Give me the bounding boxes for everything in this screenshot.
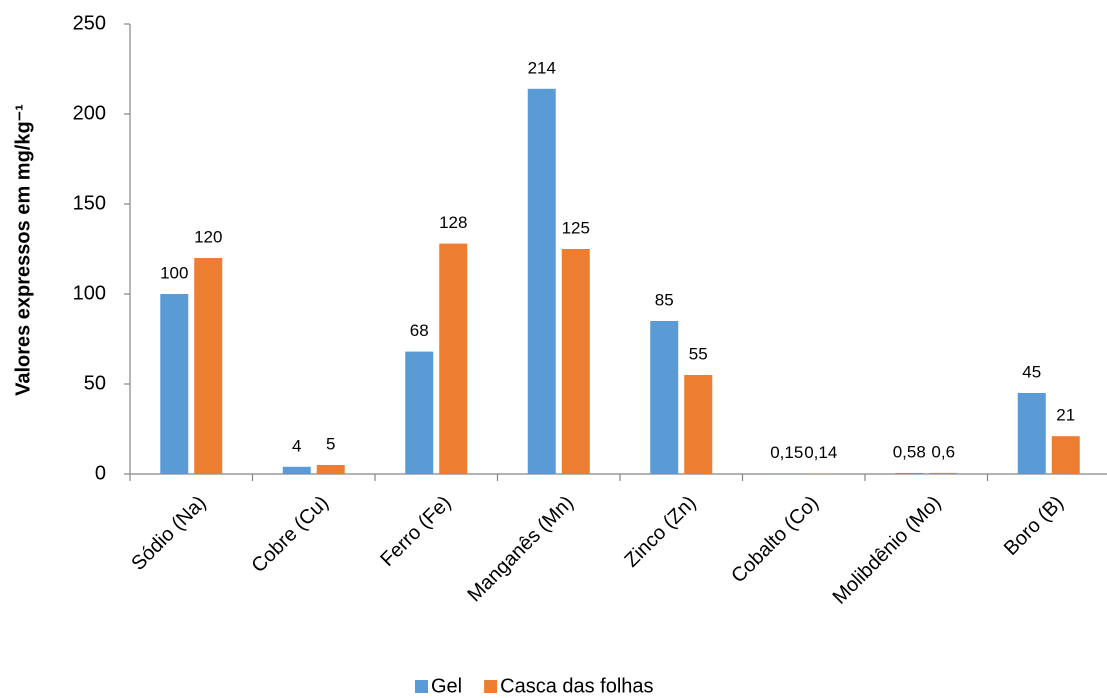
value-label: 55 xyxy=(689,344,708,363)
legend-swatch xyxy=(415,680,428,693)
legend-label: Gel xyxy=(431,675,462,697)
bar xyxy=(439,243,468,474)
bar xyxy=(929,472,958,474)
x-tick-label: Zinco (Zn) xyxy=(621,492,701,572)
bar xyxy=(561,249,590,474)
value-label: 5 xyxy=(326,434,335,453)
x-tick-label: Cobalto (Co) xyxy=(727,492,823,588)
value-label: 4 xyxy=(292,436,301,455)
value-label: 0,14 xyxy=(804,443,837,462)
bar xyxy=(684,375,713,474)
bar xyxy=(895,472,924,474)
y-tick-label: 50 xyxy=(84,372,106,394)
value-label: 21 xyxy=(1056,406,1075,425)
bar xyxy=(282,466,311,474)
value-label: 120 xyxy=(194,227,222,246)
y-tick-label: 200 xyxy=(73,102,106,124)
bar xyxy=(405,351,434,474)
x-tick-label: Molibdênio (Mo) xyxy=(829,492,946,609)
x-tick-label: Ferro (Fe) xyxy=(376,492,455,571)
bar xyxy=(316,465,345,474)
y-tick-label: 0 xyxy=(95,462,106,484)
legend-swatch xyxy=(484,680,498,693)
value-label: 214 xyxy=(528,58,556,77)
value-label: 128 xyxy=(439,213,467,232)
bar xyxy=(1017,393,1046,474)
value-label: 0,15 xyxy=(770,443,803,462)
value-label: 100 xyxy=(160,263,188,282)
value-label: 45 xyxy=(1022,362,1041,381)
x-tick-label: Cobre (Cu) xyxy=(248,492,334,578)
y-tick-label: 250 xyxy=(73,12,106,34)
value-label: 0,6 xyxy=(931,442,955,461)
y-tick-label: 100 xyxy=(73,282,106,304)
value-label: 0,58 xyxy=(893,442,926,461)
value-label: 85 xyxy=(655,290,674,309)
bar xyxy=(650,321,679,474)
x-tick-label: Boro (B) xyxy=(1000,492,1068,560)
value-label: 125 xyxy=(562,218,590,237)
x-tick-label: Manganês (Mn) xyxy=(463,492,578,607)
bar xyxy=(527,88,556,475)
x-tick-label: Sódio (Na) xyxy=(127,492,210,575)
bar xyxy=(160,294,189,474)
legend-label: Casca das folhas xyxy=(500,675,653,697)
bar xyxy=(194,258,223,474)
bar xyxy=(1051,436,1080,474)
y-axis-title: Valores expressos em mg/kg⁻¹ xyxy=(12,104,34,396)
y-tick-label: 150 xyxy=(73,192,106,214)
value-label: 68 xyxy=(410,321,429,340)
